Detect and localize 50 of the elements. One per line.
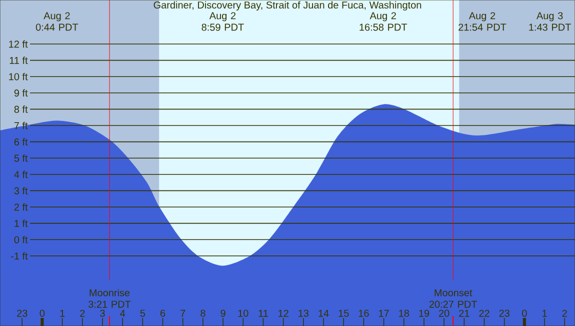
y-tick-label: 12 ft <box>9 40 28 48</box>
annotation: Aug 2 21:54 PDT <box>458 12 506 31</box>
x-tick-label: 9 <box>220 310 226 317</box>
x-tick-label: 5 <box>140 310 146 317</box>
y-tick-label: 3 ft <box>14 187 28 194</box>
x-tick-label: 16 <box>358 310 369 317</box>
annotation: Aug 2 0:44 PDT <box>36 12 78 31</box>
y-tick-label: -1 ft <box>11 252 28 260</box>
ref-line-label: Moonset 20:27 PDT <box>429 289 478 308</box>
y-tick-label: 4 ft <box>14 170 28 178</box>
x-tick-label: 17 <box>378 310 389 317</box>
x-tick-label: 2 <box>562 310 567 317</box>
y-tick-label: 2 ft <box>14 203 28 211</box>
x-tick-label: 18 <box>399 310 410 317</box>
x-tick-label: 23 <box>499 310 510 317</box>
y-tick-label: 7 ft <box>14 122 28 130</box>
annotation: Aug 2 8:59 PDT <box>202 12 244 31</box>
x-tick-label: 0 <box>522 310 527 317</box>
x-tick-label: 15 <box>338 310 349 317</box>
x-tick-label: 14 <box>318 310 329 317</box>
ref-line-label: Moonrise 3:21 PDT <box>88 288 131 308</box>
y-tick-label: 8 ft <box>14 106 28 113</box>
y-tick-label: 10 ft <box>9 72 28 80</box>
x-tick-label: 19 <box>419 310 430 317</box>
x-tick-label: 0 <box>40 310 45 317</box>
chart-title: Gardiner, Discovery Bay, Strait of Juan de Fuca, Washington <box>154 1 422 11</box>
y-tick-label: 5 ft <box>14 154 28 162</box>
x-tick-label: 7 <box>180 310 186 317</box>
x-tick-label: 23 <box>17 310 28 317</box>
x-tick-label: 8 <box>200 310 206 317</box>
x-tick-label: 2 <box>80 310 85 317</box>
annotation: Aug 3 1:43 PDT <box>529 12 571 31</box>
x-tick-label: 20 <box>439 310 450 317</box>
annotation: Aug 2 16:58 PDT <box>360 12 408 31</box>
x-tick-label: 21 <box>459 310 470 317</box>
x-tick-label: 13 <box>298 310 309 317</box>
y-tick-label: 1 ft <box>14 220 28 227</box>
x-tick-label: 22 <box>479 310 490 317</box>
x-tick-label: 11 <box>258 310 268 317</box>
x-tick-label: 6 <box>160 310 166 317</box>
y-tick-label: 6 ft <box>14 138 28 146</box>
x-tick-label: 10 <box>238 310 248 317</box>
y-tick-label: 0 ft <box>14 236 28 244</box>
y-tick-label: 11 ft <box>10 56 28 64</box>
x-tick-label: 4 <box>120 310 126 317</box>
x-tick-label: 12 <box>278 310 288 317</box>
x-tick-label: 1 <box>542 310 547 317</box>
x-tick-label: 3 <box>100 310 105 317</box>
y-tick-label: 9 ft <box>14 89 28 97</box>
x-tick-label: 1 <box>60 310 65 317</box>
